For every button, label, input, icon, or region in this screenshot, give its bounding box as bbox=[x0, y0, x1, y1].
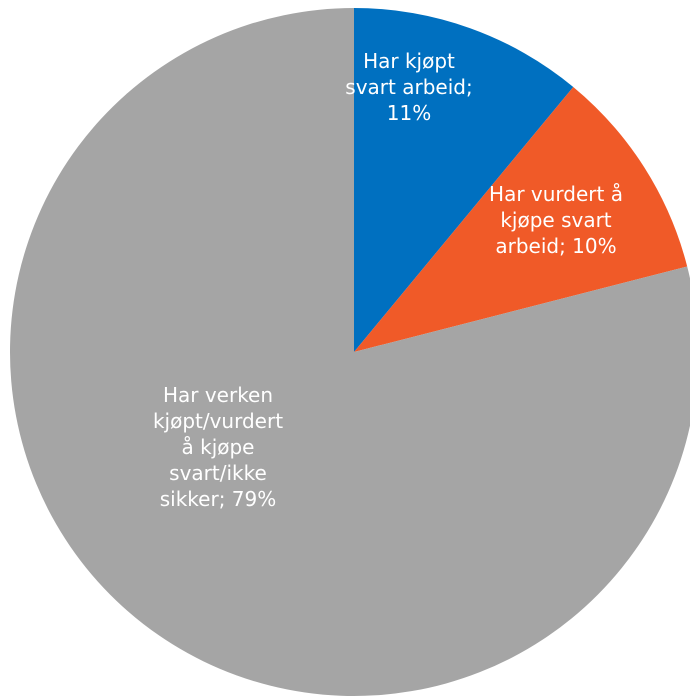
slice-label-1: Har kjøpt svart arbeid; 11% bbox=[345, 49, 472, 125]
slice-label-line: kjøpe svart bbox=[500, 208, 611, 232]
pie-slice-3 bbox=[10, 8, 690, 696]
slice-label-line: å kjøpe bbox=[182, 435, 255, 459]
slice-label-line: arbeid; 10% bbox=[495, 234, 616, 258]
slice-label-line: Har vurdert å bbox=[489, 182, 623, 206]
slice-label-line: svart arbeid; bbox=[345, 75, 472, 99]
slice-label-2: Har vurdert å kjøpe svart arbeid; 10% bbox=[489, 182, 623, 258]
slice-label-line: svart/ikke bbox=[169, 461, 267, 485]
slice-label-line: sikker; 79% bbox=[160, 487, 277, 511]
pie-slices bbox=[10, 8, 690, 696]
pie-slice-1 bbox=[354, 8, 574, 352]
slice-labels: Har kjøpt svart arbeid; 11%Har vurdert å kj… bbox=[153, 49, 623, 511]
slice-label-line: 11% bbox=[387, 101, 431, 125]
slice-label-3: Har verken kjøpt/vurdert å kjøpe svart/ikke… bbox=[153, 383, 283, 511]
slice-label-line: Har kjøpt bbox=[363, 49, 455, 73]
pie-slice-2 bbox=[354, 86, 688, 352]
slice-label-line: kjøpt/vurdert bbox=[153, 409, 283, 433]
slice-label-line: Har verken bbox=[163, 383, 273, 407]
